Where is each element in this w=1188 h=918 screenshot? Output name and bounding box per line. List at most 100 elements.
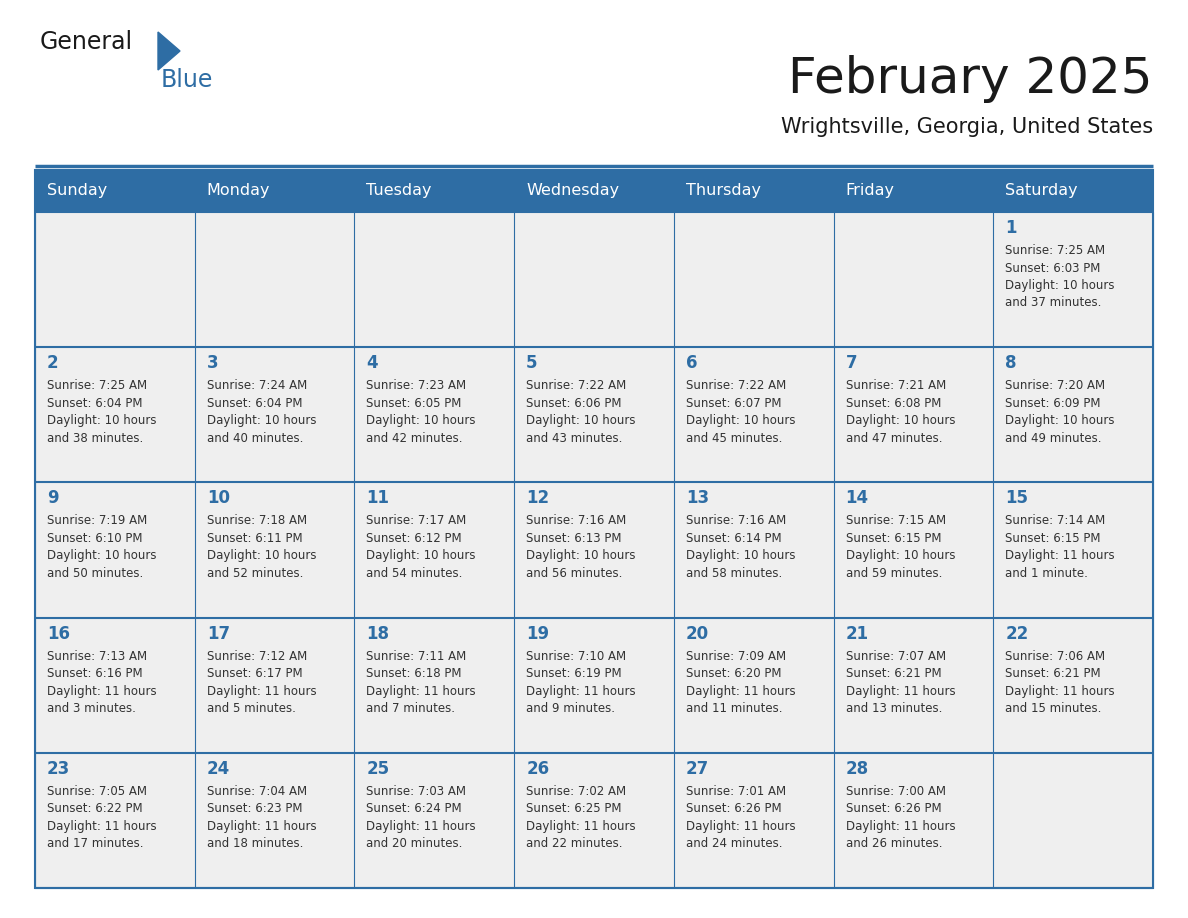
Bar [993, 753, 1154, 888]
Text: Sunrise: 7:25 AM
Sunset: 6:04 PM
Daylight: 10 hours
and 38 minutes.: Sunrise: 7:25 AM Sunset: 6:04 PM Dayligh… [48, 379, 157, 444]
Text: Sunrise: 7:12 AM
Sunset: 6:17 PM
Daylight: 11 hours
and 5 minutes.: Sunrise: 7:12 AM Sunset: 6:17 PM Dayligh… [207, 650, 316, 715]
Text: Tuesday: Tuesday [366, 184, 432, 198]
Bar [195, 753, 354, 888]
Bar [34, 170, 1154, 888]
Text: Sunday: Sunday [48, 184, 107, 198]
Bar [34, 170, 1154, 212]
Text: 26: 26 [526, 760, 549, 778]
Text: Sunrise: 7:25 AM
Sunset: 6:03 PM
Daylight: 10 hours
and 37 minutes.: Sunrise: 7:25 AM Sunset: 6:03 PM Dayligh… [1005, 244, 1114, 309]
Bar [34, 212, 195, 347]
Text: Sunrise: 7:15 AM
Sunset: 6:15 PM
Daylight: 10 hours
and 59 minutes.: Sunrise: 7:15 AM Sunset: 6:15 PM Dayligh… [846, 514, 955, 580]
Bar [195, 482, 354, 618]
Text: Sunrise: 7:05 AM
Sunset: 6:22 PM
Daylight: 11 hours
and 17 minutes.: Sunrise: 7:05 AM Sunset: 6:22 PM Dayligh… [48, 785, 157, 850]
Text: Sunrise: 7:24 AM
Sunset: 6:04 PM
Daylight: 10 hours
and 40 minutes.: Sunrise: 7:24 AM Sunset: 6:04 PM Dayligh… [207, 379, 316, 444]
Text: Sunrise: 7:02 AM
Sunset: 6:25 PM
Daylight: 11 hours
and 22 minutes.: Sunrise: 7:02 AM Sunset: 6:25 PM Dayligh… [526, 785, 636, 850]
Bar [354, 482, 514, 618]
Text: 22: 22 [1005, 624, 1029, 643]
Text: Sunrise: 7:04 AM
Sunset: 6:23 PM
Daylight: 11 hours
and 18 minutes.: Sunrise: 7:04 AM Sunset: 6:23 PM Dayligh… [207, 785, 316, 850]
Text: 12: 12 [526, 489, 549, 508]
Bar [34, 618, 195, 753]
Bar [195, 347, 354, 482]
Bar [354, 212, 514, 347]
Text: 11: 11 [366, 489, 390, 508]
Text: Wednesday: Wednesday [526, 184, 619, 198]
Polygon shape [158, 32, 181, 70]
Bar [674, 212, 834, 347]
Text: 24: 24 [207, 760, 230, 778]
Text: Sunrise: 7:21 AM
Sunset: 6:08 PM
Daylight: 10 hours
and 47 minutes.: Sunrise: 7:21 AM Sunset: 6:08 PM Dayligh… [846, 379, 955, 444]
Text: Sunrise: 7:16 AM
Sunset: 6:13 PM
Daylight: 10 hours
and 56 minutes.: Sunrise: 7:16 AM Sunset: 6:13 PM Dayligh… [526, 514, 636, 580]
Text: 20: 20 [685, 624, 709, 643]
Bar [993, 347, 1154, 482]
Text: Sunrise: 7:19 AM
Sunset: 6:10 PM
Daylight: 10 hours
and 50 minutes.: Sunrise: 7:19 AM Sunset: 6:10 PM Dayligh… [48, 514, 157, 580]
Bar [834, 212, 993, 347]
Text: 2: 2 [48, 354, 58, 372]
Bar [354, 753, 514, 888]
Text: Sunrise: 7:11 AM
Sunset: 6:18 PM
Daylight: 11 hours
and 7 minutes.: Sunrise: 7:11 AM Sunset: 6:18 PM Dayligh… [366, 650, 476, 715]
Text: 23: 23 [48, 760, 70, 778]
Bar [674, 347, 834, 482]
Bar [993, 482, 1154, 618]
Bar [674, 753, 834, 888]
Text: Sunrise: 7:01 AM
Sunset: 6:26 PM
Daylight: 11 hours
and 24 minutes.: Sunrise: 7:01 AM Sunset: 6:26 PM Dayligh… [685, 785, 796, 850]
Text: General: General [40, 30, 133, 54]
Text: 13: 13 [685, 489, 709, 508]
Text: 3: 3 [207, 354, 219, 372]
Text: Sunrise: 7:00 AM
Sunset: 6:26 PM
Daylight: 11 hours
and 26 minutes.: Sunrise: 7:00 AM Sunset: 6:26 PM Dayligh… [846, 785, 955, 850]
Text: 5: 5 [526, 354, 538, 372]
Text: 8: 8 [1005, 354, 1017, 372]
Bar [993, 212, 1154, 347]
Text: 15: 15 [1005, 489, 1029, 508]
Bar [354, 618, 514, 753]
Text: Sunrise: 7:17 AM
Sunset: 6:12 PM
Daylight: 10 hours
and 54 minutes.: Sunrise: 7:17 AM Sunset: 6:12 PM Dayligh… [366, 514, 476, 580]
Bar [34, 482, 195, 618]
Text: 27: 27 [685, 760, 709, 778]
Text: Sunrise: 7:13 AM
Sunset: 6:16 PM
Daylight: 11 hours
and 3 minutes.: Sunrise: 7:13 AM Sunset: 6:16 PM Dayligh… [48, 650, 157, 715]
Text: Sunrise: 7:10 AM
Sunset: 6:19 PM
Daylight: 11 hours
and 9 minutes.: Sunrise: 7:10 AM Sunset: 6:19 PM Dayligh… [526, 650, 636, 715]
Text: Sunrise: 7:14 AM
Sunset: 6:15 PM
Daylight: 11 hours
and 1 minute.: Sunrise: 7:14 AM Sunset: 6:15 PM Dayligh… [1005, 514, 1114, 580]
Text: 21: 21 [846, 624, 868, 643]
Bar [514, 212, 674, 347]
Text: Sunrise: 7:22 AM
Sunset: 6:07 PM
Daylight: 10 hours
and 45 minutes.: Sunrise: 7:22 AM Sunset: 6:07 PM Dayligh… [685, 379, 795, 444]
Bar [834, 753, 993, 888]
Text: Thursday: Thursday [685, 184, 760, 198]
Text: 14: 14 [846, 489, 868, 508]
Text: Sunrise: 7:22 AM
Sunset: 6:06 PM
Daylight: 10 hours
and 43 minutes.: Sunrise: 7:22 AM Sunset: 6:06 PM Dayligh… [526, 379, 636, 444]
Bar [195, 212, 354, 347]
Text: Saturday: Saturday [1005, 184, 1078, 198]
Text: 28: 28 [846, 760, 868, 778]
Text: 18: 18 [366, 624, 390, 643]
Text: Wrightsville, Georgia, United States: Wrightsville, Georgia, United States [781, 117, 1154, 137]
Text: 7: 7 [846, 354, 858, 372]
Text: 10: 10 [207, 489, 229, 508]
Text: Blue: Blue [162, 68, 214, 92]
Bar [34, 347, 195, 482]
Bar [34, 753, 195, 888]
Text: 4: 4 [366, 354, 378, 372]
Bar [834, 347, 993, 482]
Bar [674, 482, 834, 618]
Text: 25: 25 [366, 760, 390, 778]
Text: 16: 16 [48, 624, 70, 643]
Text: Sunrise: 7:03 AM
Sunset: 6:24 PM
Daylight: 11 hours
and 20 minutes.: Sunrise: 7:03 AM Sunset: 6:24 PM Dayligh… [366, 785, 476, 850]
Bar [834, 482, 993, 618]
Bar [674, 618, 834, 753]
Bar [514, 618, 674, 753]
Text: 17: 17 [207, 624, 229, 643]
Bar [993, 618, 1154, 753]
Text: 9: 9 [48, 489, 58, 508]
Text: Monday: Monday [207, 184, 270, 198]
Text: Sunrise: 7:18 AM
Sunset: 6:11 PM
Daylight: 10 hours
and 52 minutes.: Sunrise: 7:18 AM Sunset: 6:11 PM Dayligh… [207, 514, 316, 580]
Bar [514, 347, 674, 482]
Text: Sunrise: 7:07 AM
Sunset: 6:21 PM
Daylight: 11 hours
and 13 minutes.: Sunrise: 7:07 AM Sunset: 6:21 PM Dayligh… [846, 650, 955, 715]
Text: 6: 6 [685, 354, 697, 372]
Text: Sunrise: 7:06 AM
Sunset: 6:21 PM
Daylight: 11 hours
and 15 minutes.: Sunrise: 7:06 AM Sunset: 6:21 PM Dayligh… [1005, 650, 1114, 715]
Text: 19: 19 [526, 624, 549, 643]
Text: Friday: Friday [846, 184, 895, 198]
Bar [514, 753, 674, 888]
Bar [354, 347, 514, 482]
Bar [195, 618, 354, 753]
Text: Sunrise: 7:20 AM
Sunset: 6:09 PM
Daylight: 10 hours
and 49 minutes.: Sunrise: 7:20 AM Sunset: 6:09 PM Dayligh… [1005, 379, 1114, 444]
Text: February 2025: February 2025 [789, 55, 1154, 103]
Text: 1: 1 [1005, 219, 1017, 237]
